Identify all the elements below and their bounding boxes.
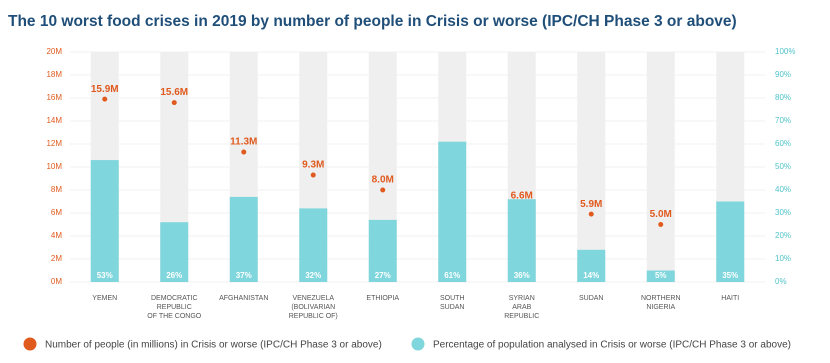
x-tick-label: YEMEN [92, 295, 117, 302]
point-label: 9.3M [302, 160, 324, 171]
y2-tick-label: 50% [775, 162, 791, 171]
bar-label: 26% [166, 271, 182, 280]
point-label: 8.0M [372, 175, 394, 186]
bar [646, 270, 675, 282]
x-tick-label: NORTHERN NIGERIA [641, 295, 681, 311]
y-tick-label: 20M [46, 47, 62, 56]
y-tick-label: 14M [46, 116, 62, 125]
bar-label: 5% [655, 271, 667, 280]
bar-background [646, 52, 675, 282]
y2-tick-label: 30% [775, 208, 791, 217]
legend-label: Percentage of population analysed in Cri… [433, 340, 791, 351]
bar [507, 199, 536, 282]
x-tick-label: SUDAN [579, 295, 604, 302]
y-tick-label: 4M [51, 231, 62, 240]
y2-tick-label: 90% [775, 70, 791, 79]
point [241, 149, 247, 155]
bar [368, 219, 397, 282]
bar-label: 35% [722, 271, 738, 280]
point-label: 5.9M [580, 199, 602, 210]
point-label: 6.6M [511, 191, 533, 202]
y-tick-label: 10M [46, 162, 62, 171]
y2-tick-label: 20% [775, 231, 791, 240]
y2-tick-label: 70% [775, 116, 791, 125]
bar-label: 36% [514, 271, 530, 280]
bar-label: 53% [97, 271, 113, 280]
y-tick-label: 0M [51, 277, 62, 286]
point-label: 11.3M [230, 137, 257, 148]
x-tick-label: VENEZUELA (BOLIVARIAN REPUBLIC OF) [289, 295, 338, 320]
bar [716, 201, 745, 282]
point [380, 187, 386, 193]
x-tick-label: AFGHANISTAN [219, 295, 268, 302]
y-tick-label: 6M [51, 208, 62, 217]
x-tick-label: SOUTH SUDAN [440, 295, 465, 311]
legend-marker [23, 337, 37, 351]
bar [90, 160, 119, 282]
point-label: 5.0M [650, 209, 672, 220]
x-tick-label: ETHIOPIA [366, 295, 399, 302]
bar-background [577, 52, 606, 282]
bar [438, 141, 467, 282]
y2-tick-label: 0% [775, 277, 787, 286]
point [588, 211, 594, 217]
bar-label: 37% [236, 271, 252, 280]
point [310, 172, 316, 178]
point-label: 15.6M [160, 87, 188, 98]
y-tick-label: 8M [51, 185, 62, 194]
y2-tick-label: 60% [775, 139, 791, 148]
y-tick-label: 16M [46, 93, 62, 102]
bar [577, 249, 606, 282]
y2-tick-label: 40% [775, 185, 791, 194]
chart-title: The 10 worst food crises in 2019 by numb… [8, 13, 737, 30]
y-tick-label: 2M [51, 254, 62, 263]
point [658, 222, 664, 227]
point [102, 96, 108, 102]
y2-tick-label: 10% [775, 254, 791, 263]
legend-label: Number of people (in millions) in Crisis… [45, 340, 382, 351]
bar-label: 32% [305, 271, 321, 280]
legend-marker [411, 337, 425, 351]
x-tick-label: SYRIAN ARAB REPUBLIC [504, 295, 539, 320]
y-tick-label: 12M [46, 139, 62, 148]
bar [160, 222, 189, 282]
x-tick-label: DEMOCRATIC REPUBLIC OF THE CONGO [147, 295, 201, 320]
bar [229, 196, 258, 282]
point [171, 100, 177, 106]
bar-label: 27% [375, 271, 391, 280]
bar-label: 61% [444, 271, 460, 280]
bar [299, 208, 328, 282]
y2-tick-label: 100% [775, 47, 795, 56]
point-label: 15.9M [91, 84, 119, 95]
x-tick-label: HAITI [721, 295, 739, 302]
y2-tick-label: 80% [775, 93, 791, 102]
y-tick-label: 18M [46, 70, 62, 79]
bar-label: 14% [583, 271, 599, 280]
